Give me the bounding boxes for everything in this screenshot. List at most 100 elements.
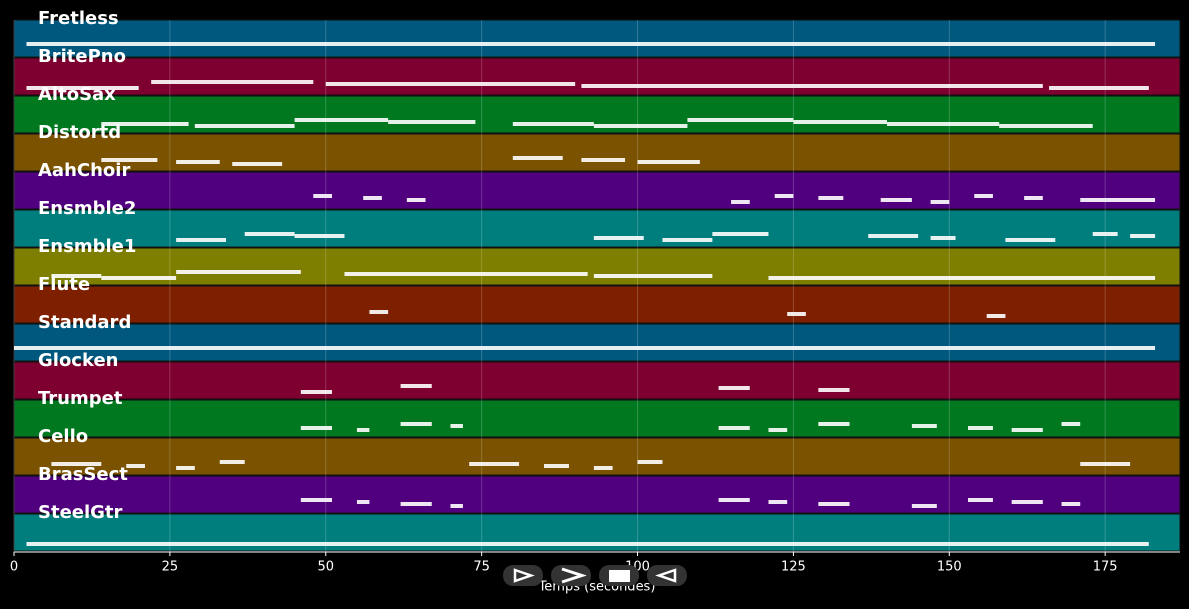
note xyxy=(388,120,476,124)
note xyxy=(356,428,370,432)
note xyxy=(818,502,850,506)
forward-button[interactable] xyxy=(551,565,591,586)
note xyxy=(313,194,332,198)
track-band xyxy=(13,171,1181,210)
playback-controls xyxy=(503,565,687,586)
note xyxy=(26,542,1149,546)
note xyxy=(581,158,626,162)
note xyxy=(774,194,794,198)
x-tick-label: 25 xyxy=(162,560,179,575)
stop-button[interactable] xyxy=(599,565,639,586)
note xyxy=(1080,198,1156,202)
note xyxy=(101,122,189,126)
track-band xyxy=(13,133,1181,172)
note xyxy=(232,162,283,166)
track-name: BrasSect xyxy=(38,464,128,485)
note xyxy=(469,462,520,466)
note xyxy=(26,86,139,90)
x-tick-label: 0 xyxy=(10,560,18,575)
note xyxy=(593,236,644,240)
note xyxy=(868,234,919,238)
note xyxy=(300,498,332,502)
note xyxy=(968,426,993,430)
note xyxy=(400,384,432,388)
note xyxy=(911,424,937,428)
note xyxy=(1005,238,1056,242)
note xyxy=(1061,422,1081,426)
note xyxy=(712,232,769,236)
note xyxy=(176,270,301,274)
note xyxy=(593,274,713,278)
note xyxy=(450,424,463,428)
note xyxy=(718,426,750,430)
note xyxy=(718,386,750,390)
note xyxy=(930,236,956,240)
note xyxy=(400,422,432,426)
note xyxy=(244,232,295,236)
note xyxy=(51,274,102,278)
track-name: Standard xyxy=(38,312,131,333)
note xyxy=(194,124,295,128)
note xyxy=(126,464,145,468)
note xyxy=(219,460,245,464)
note xyxy=(818,422,850,426)
track-band xyxy=(13,323,1181,362)
track-band xyxy=(13,19,1181,58)
track-band xyxy=(13,399,1181,438)
note xyxy=(880,198,912,202)
note xyxy=(1130,234,1156,238)
note xyxy=(974,194,993,198)
note xyxy=(400,502,432,506)
note xyxy=(968,498,993,502)
note xyxy=(1061,502,1081,506)
note xyxy=(300,426,332,430)
note xyxy=(911,504,937,508)
track-name: Fretless xyxy=(38,8,119,29)
note xyxy=(793,120,887,124)
note xyxy=(450,504,463,508)
track-band xyxy=(13,475,1181,514)
note xyxy=(768,428,788,432)
note xyxy=(1092,232,1118,236)
note xyxy=(356,500,370,504)
note xyxy=(1080,462,1131,466)
track-name: Trumpet xyxy=(38,388,123,409)
track-name: AltoSax xyxy=(38,84,116,105)
note xyxy=(662,238,713,242)
track-name: Flute xyxy=(38,274,90,295)
note xyxy=(151,80,314,84)
track-name: Cello xyxy=(38,426,88,447)
play-button[interactable] xyxy=(503,565,543,586)
note xyxy=(544,464,569,468)
note xyxy=(768,276,1156,280)
x-tick-label: 175 xyxy=(1093,560,1118,575)
note xyxy=(176,160,220,164)
note xyxy=(787,312,806,316)
note xyxy=(637,460,663,464)
note xyxy=(101,158,158,162)
note xyxy=(637,160,700,164)
note xyxy=(718,498,750,502)
track-name: BritePno xyxy=(38,46,126,67)
note xyxy=(363,196,382,200)
track-name: SteelGtr xyxy=(38,502,123,523)
track-name: Glocken xyxy=(38,350,119,371)
track-name: AahChoir xyxy=(38,160,130,181)
note xyxy=(14,346,1156,350)
x-tick-label: 125 xyxy=(781,560,806,575)
note xyxy=(1011,500,1043,504)
note xyxy=(818,388,850,392)
note xyxy=(1049,86,1149,90)
note xyxy=(26,42,1156,46)
note xyxy=(1024,196,1043,200)
note xyxy=(886,122,1000,126)
note xyxy=(930,200,950,204)
note xyxy=(731,200,750,204)
note xyxy=(1011,428,1043,432)
note xyxy=(512,156,563,160)
rewind-button[interactable] xyxy=(647,565,687,586)
x-tick-label: 75 xyxy=(473,560,490,575)
note xyxy=(581,84,1043,88)
note xyxy=(51,462,102,466)
note xyxy=(406,198,426,202)
